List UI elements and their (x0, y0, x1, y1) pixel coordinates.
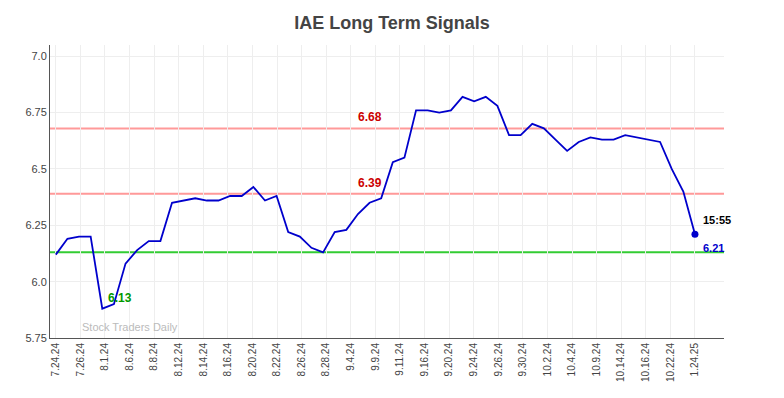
svg-text:7.0: 7.0 (32, 50, 47, 62)
svg-text:8.16.24: 8.16.24 (222, 343, 233, 377)
svg-text:9.24.24: 9.24.24 (468, 343, 479, 377)
svg-text:6.68: 6.68 (358, 110, 382, 124)
svg-text:9.26.24: 9.26.24 (493, 343, 504, 377)
svg-text:IAE Long Term Signals: IAE Long Term Signals (294, 13, 490, 33)
svg-text:1.24.25: 1.24.25 (689, 343, 700, 377)
svg-text:7.26.24: 7.26.24 (75, 343, 86, 377)
svg-text:8.1.24: 8.1.24 (99, 343, 110, 371)
svg-text:10.2.24: 10.2.24 (542, 343, 553, 377)
svg-text:6.39: 6.39 (358, 176, 382, 190)
svg-text:6.21: 6.21 (703, 242, 724, 254)
svg-text:8.28.24: 8.28.24 (320, 343, 331, 377)
svg-text:8.22.24: 8.22.24 (271, 343, 282, 377)
svg-text:9.9.24: 9.9.24 (370, 343, 381, 371)
svg-text:8.8.24: 8.8.24 (148, 343, 159, 371)
svg-text:9.11.24: 9.11.24 (394, 343, 405, 376)
svg-text:8.14.24: 8.14.24 (198, 343, 209, 377)
svg-text:9.20.24: 9.20.24 (443, 343, 454, 377)
svg-text:9.30.24: 9.30.24 (517, 343, 528, 377)
svg-text:8.12.24: 8.12.24 (173, 343, 184, 377)
svg-text:10.22.24: 10.22.24 (665, 343, 676, 382)
svg-text:6.5: 6.5 (32, 163, 47, 175)
svg-text:8.20.24: 8.20.24 (247, 343, 258, 377)
svg-text:8.6.24: 8.6.24 (124, 343, 135, 371)
svg-text:10.4.24: 10.4.24 (566, 343, 577, 377)
svg-text:6.13: 6.13 (108, 291, 132, 305)
svg-text:6.75: 6.75 (25, 106, 46, 118)
svg-text:9.4.24: 9.4.24 (345, 343, 356, 371)
svg-text:10.14.24: 10.14.24 (615, 343, 626, 382)
svg-text:7.24.24: 7.24.24 (50, 343, 61, 377)
svg-text:10.16.24: 10.16.24 (640, 343, 651, 382)
svg-text:6.25: 6.25 (25, 219, 46, 231)
svg-text:8.26.24: 8.26.24 (296, 343, 307, 377)
svg-text:5.75: 5.75 (25, 332, 46, 344)
svg-text:Stock Traders Daily: Stock Traders Daily (82, 321, 178, 333)
svg-text:6.0: 6.0 (32, 276, 47, 288)
svg-text:9.16.24: 9.16.24 (419, 343, 430, 377)
svg-text:10.9.24: 10.9.24 (591, 343, 602, 377)
svg-text:15:55: 15:55 (703, 214, 731, 226)
